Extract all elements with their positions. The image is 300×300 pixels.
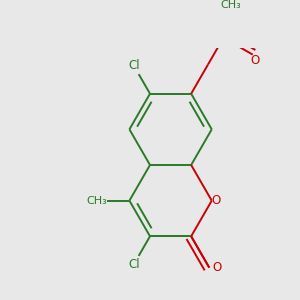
Text: Cl: Cl xyxy=(128,59,140,72)
Text: Cl: Cl xyxy=(128,258,140,271)
Text: CH₃: CH₃ xyxy=(220,0,242,10)
Text: O: O xyxy=(251,54,260,67)
Text: CH₃: CH₃ xyxy=(86,196,107,206)
Text: O: O xyxy=(212,261,221,274)
Text: O: O xyxy=(212,194,221,207)
